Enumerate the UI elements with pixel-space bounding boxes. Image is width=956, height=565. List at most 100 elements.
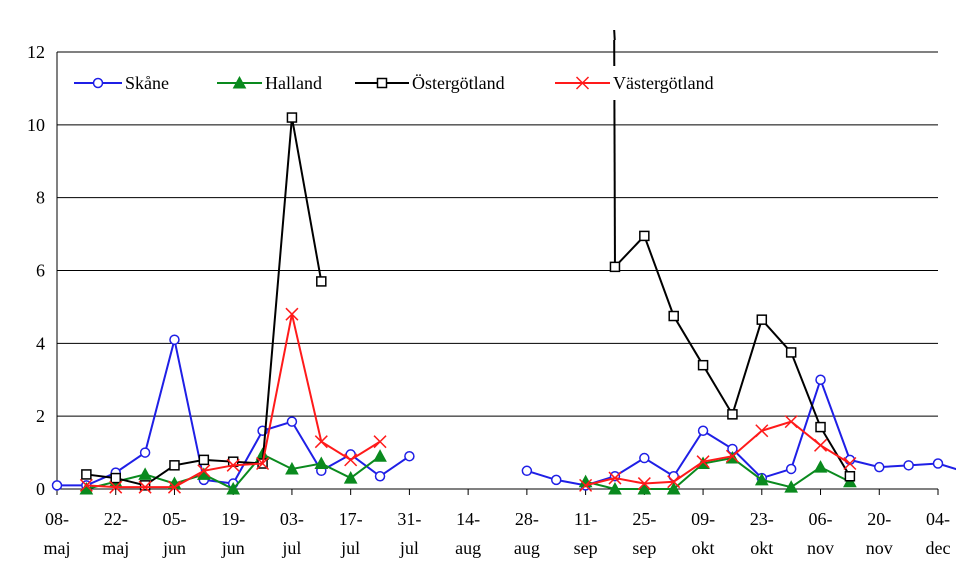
data-point: [637, 481, 652, 495]
data-point: [167, 480, 181, 494]
data-point: [814, 438, 828, 452]
y-tick-label: 10: [27, 115, 45, 135]
x-tick-day: 09-: [691, 509, 715, 529]
data-point: [843, 456, 857, 471]
data-point: [285, 307, 299, 321]
x-tick-month: jun: [162, 538, 186, 558]
data-point: [373, 435, 387, 449]
legend-label: Västergötland: [613, 73, 714, 93]
data-point: [197, 464, 211, 478]
data-point: [316, 276, 327, 287]
data-point: [138, 467, 152, 480]
data-point: [79, 478, 93, 492]
legend-marker: [575, 76, 590, 90]
legend-item: Skåne: [74, 73, 169, 93]
y-axis-ticks: 0 2 4 6 8 10 12: [27, 42, 45, 499]
data-point: [667, 475, 681, 489]
x-tick-month: aug: [455, 538, 481, 558]
data-point: [314, 435, 328, 449]
x-tick-day: 05-: [162, 509, 186, 529]
data-point: [374, 471, 386, 482]
data-point: [637, 477, 651, 491]
y-tick-label: 2: [36, 406, 45, 426]
x-tick-day: 25-: [632, 509, 656, 529]
x-tick-month: nov: [807, 538, 834, 558]
legend-item: Östergötland: [355, 73, 505, 93]
series-line: [585, 420, 851, 487]
data-point: [314, 456, 329, 470]
x-tick-day: 04-: [926, 509, 950, 529]
x-tick-day: 08-: [45, 509, 69, 529]
x-tick-month: nov: [866, 538, 893, 558]
data-point: [608, 471, 622, 485]
x-tick-day: 11-: [574, 509, 597, 529]
series-2: [79, 447, 857, 495]
x-tick-month: maj: [102, 538, 129, 558]
x-tick-day: 03-: [280, 509, 304, 529]
x-tick-month: okt: [750, 538, 773, 558]
data-point: [198, 454, 210, 466]
series-line: [526, 376, 956, 487]
data-point: [286, 416, 298, 427]
data-point: [903, 460, 914, 471]
series-4: [79, 307, 857, 494]
data-point: [226, 458, 240, 472]
x-axis-ticks: 08- maj 22- maj 05- jun 19- jun 03- jul 17- jul 31- j…: [44, 489, 951, 558]
data-point: [725, 449, 739, 463]
x-tick-day: 14-: [456, 509, 480, 529]
data-point: [139, 480, 151, 491]
data-point: [815, 421, 826, 433]
y-tick-label: 6: [36, 261, 45, 281]
data-point: [784, 480, 799, 493]
x-tick-month: jul: [340, 538, 360, 558]
x-tick-day: 22-: [104, 509, 128, 529]
x-tick-month: jun: [221, 538, 245, 558]
data-point: [639, 230, 650, 242]
data-point: [668, 310, 679, 322]
x-tick-month: sep: [632, 538, 656, 558]
data-point: [754, 472, 769, 486]
series-line-offchart: [613, 40, 616, 267]
series-line: [585, 456, 851, 490]
x-tick-month: maj: [44, 538, 71, 558]
data-point: [696, 455, 710, 469]
data-point: [609, 261, 621, 273]
x-tick-month: jul: [281, 538, 301, 558]
legend-marker: [232, 75, 247, 89]
legend-marker: [376, 77, 388, 89]
data-point: [813, 460, 828, 473]
data-point: [226, 481, 241, 495]
data-point: [697, 359, 709, 371]
series-line-offchart-stub: [613, 29, 616, 41]
x-tick-day: 28-: [515, 509, 539, 529]
legend: Skåne Halland Östergötland Västergötland: [66, 66, 774, 100]
data-point: [608, 481, 622, 495]
data-point: [727, 409, 738, 420]
x-tick-month: jul: [399, 538, 419, 558]
data-point: [404, 450, 415, 462]
data-point: [521, 465, 533, 477]
legend-item: Västergötland: [555, 73, 714, 93]
data-point: [785, 463, 797, 475]
data-point: [756, 314, 768, 325]
x-tick-day: 17-: [339, 509, 363, 529]
data-point: [139, 447, 151, 458]
data-point: [844, 471, 856, 482]
data-point: [51, 480, 63, 491]
y-tick-label: 12: [27, 42, 45, 62]
data-point: [343, 471, 358, 484]
data-point: [639, 452, 650, 464]
x-tick-month: dec: [926, 538, 951, 558]
x-tick-day: 23-: [750, 509, 774, 529]
data-point: [109, 480, 123, 494]
data-point: [169, 460, 180, 471]
data-point: [874, 461, 885, 473]
data-point: [666, 481, 681, 495]
legend-label: Skåne: [125, 73, 169, 93]
data-point: [256, 456, 270, 471]
y-tick-label: 0: [36, 479, 45, 499]
data-point: [815, 374, 826, 385]
x-tick-day: 06-: [809, 509, 833, 529]
y-tick-label: 4: [36, 333, 45, 353]
